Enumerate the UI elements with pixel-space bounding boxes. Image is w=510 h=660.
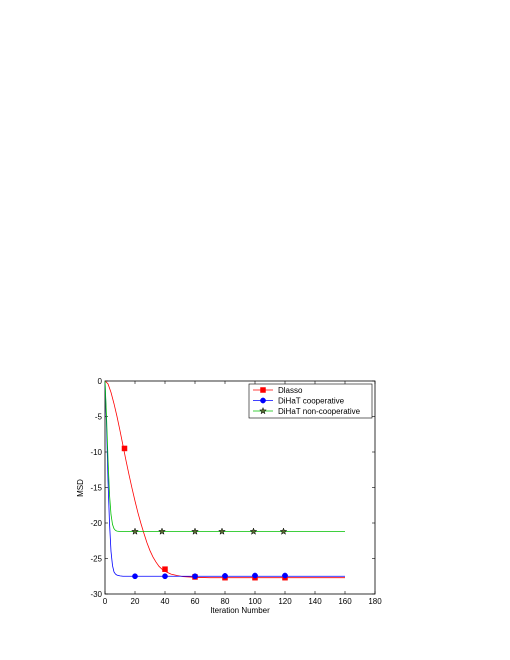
x-tick-label: 80 — [221, 597, 230, 606]
series-1-marker — [162, 566, 168, 572]
series-3-marker — [131, 527, 139, 535]
series-1-marker — [121, 445, 128, 452]
x-tick-label: 120 — [278, 597, 292, 606]
legend-marker-1 — [260, 387, 266, 393]
x-tick-label: 140 — [308, 597, 322, 606]
y-tick-label: -15 — [90, 484, 102, 493]
x-axis-title: Iteration Number — [210, 606, 270, 615]
x-tick-label: 180 — [368, 597, 382, 606]
legend-label-1: Dlasso — [278, 386, 303, 395]
y-tick-label: 0 — [98, 377, 103, 386]
legend-marker-2 — [260, 397, 266, 404]
legend-box — [248, 383, 373, 419]
y-tick-label: -25 — [90, 555, 102, 564]
series-2-marker — [252, 572, 258, 579]
series-3-marker — [279, 527, 288, 535]
legend-label-2: DiHaT cooperative — [278, 397, 345, 406]
series-2-marker — [132, 573, 138, 580]
x-tick-label: 20 — [131, 597, 140, 606]
plot-area: 0 20 40 60 80 100 120 140 160 180 0 -5 -10 -15 -20 -25 -… — [90, 377, 382, 606]
x-tick-label: 0 — [103, 597, 108, 606]
x-tick-label: 160 — [338, 597, 352, 606]
legend-marker-3 — [259, 406, 267, 415]
y-axis-title: MSD — [76, 479, 85, 497]
series-3-marker — [191, 527, 199, 535]
y-tick-label: -10 — [90, 448, 102, 457]
series-3-marker — [218, 527, 226, 535]
x-tick-label: 60 — [191, 597, 200, 606]
legend-label-3: DiHaT non-cooperative — [278, 407, 361, 416]
y-tick-label: -5 — [95, 413, 103, 422]
x-tick-label: 40 — [161, 597, 170, 606]
series-3-marker — [249, 527, 258, 535]
series-2-marker — [192, 573, 198, 580]
series-2-marker — [162, 573, 168, 580]
series-3-marker — [158, 527, 166, 535]
y-tick-label: -30 — [90, 590, 102, 599]
y-tick-label: -20 — [90, 519, 102, 528]
series-line-3 — [104, 380, 345, 532]
series-2-marker — [282, 572, 288, 579]
series-2-marker — [222, 573, 228, 579]
x-tick-label: 100 — [248, 597, 262, 606]
